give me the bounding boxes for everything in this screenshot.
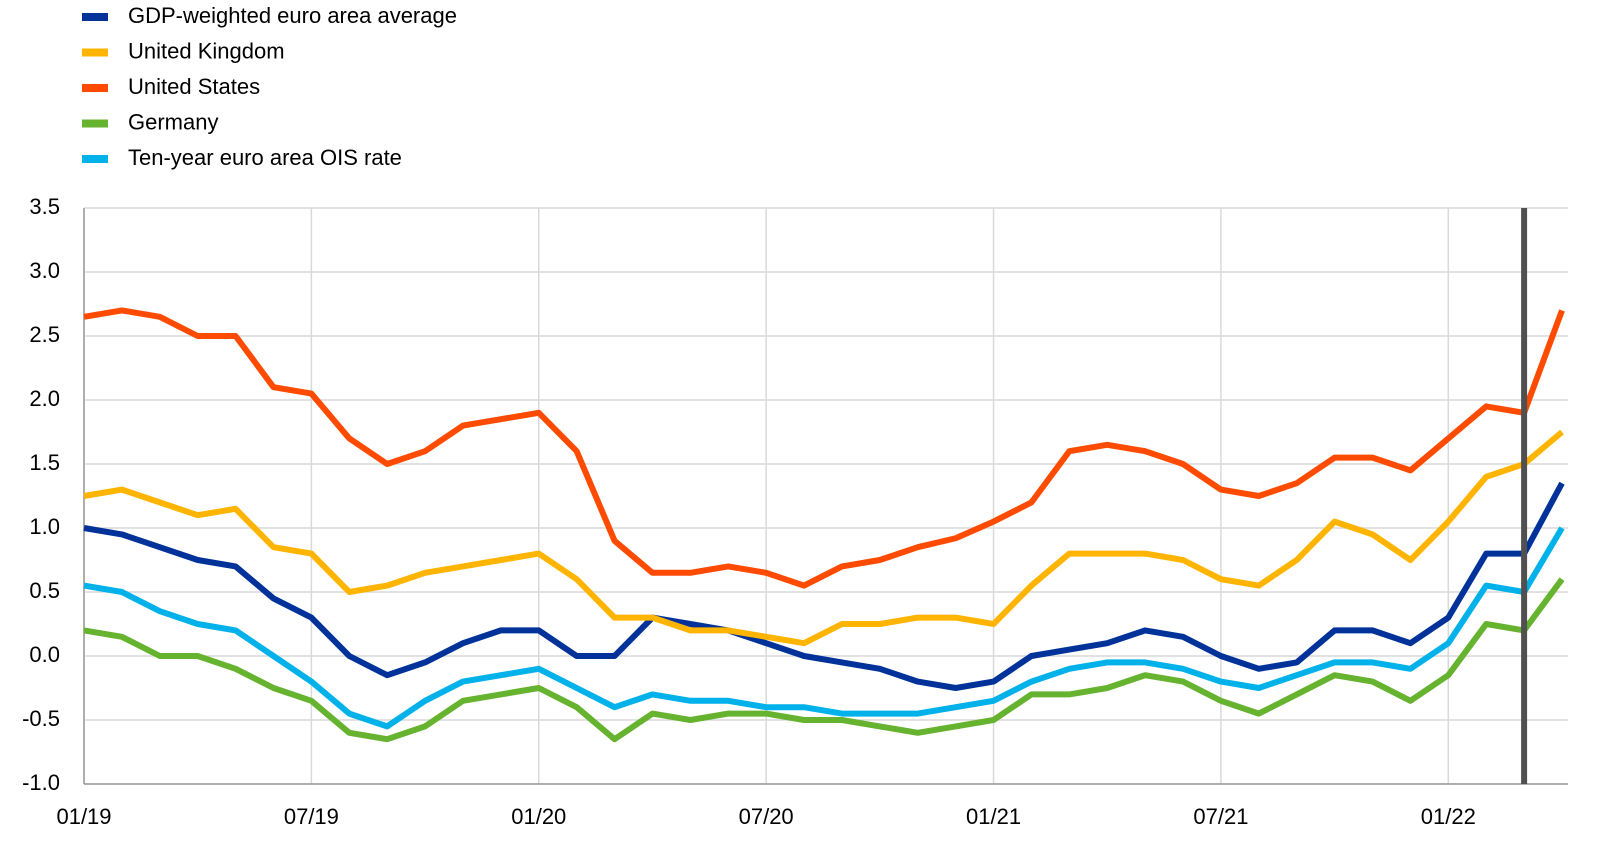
x-tick-label: 07/21	[1193, 804, 1248, 829]
y-tick-label: 1.0	[29, 514, 60, 539]
series-line	[83, 526, 1565, 730]
series-line	[83, 307, 1565, 589]
legend-swatch	[82, 84, 108, 92]
y-tick-label: 2.5	[29, 322, 60, 347]
y-tick-label: 2.0	[29, 386, 60, 411]
legend-swatch	[82, 13, 108, 21]
series-line	[83, 577, 1565, 743]
y-tick-label: 0.0	[29, 642, 60, 667]
y-tick-label: 1.5	[29, 450, 60, 475]
legend-label: Ten-year euro area OIS rate	[128, 145, 402, 170]
x-tick-label: 01/21	[966, 804, 1021, 829]
legend-label: GDP-weighted euro area average	[128, 3, 457, 28]
legend-swatch	[82, 155, 108, 163]
x-tick-label: 07/19	[284, 804, 339, 829]
y-tick-label: -1.0	[22, 770, 60, 795]
legend-label: Germany	[128, 109, 218, 134]
y-tick-label: 3.5	[29, 194, 60, 219]
legend-swatch	[82, 119, 108, 128]
series-line	[83, 481, 1565, 691]
series-line	[83, 429, 1564, 647]
x-tick-label: 01/20	[511, 804, 566, 829]
x-tick-label: 07/20	[739, 804, 794, 829]
legend-label: United States	[128, 74, 260, 99]
y-tick-label: -0.5	[22, 706, 60, 731]
x-tick-label: 01/19	[56, 804, 111, 829]
legend-swatch	[82, 48, 108, 57]
x-tick-label: 01/22	[1421, 804, 1476, 829]
legend-label: United Kingdom	[128, 38, 285, 63]
y-tick-label: 0.5	[29, 578, 60, 603]
y-tick-label: 3.0	[29, 258, 60, 283]
